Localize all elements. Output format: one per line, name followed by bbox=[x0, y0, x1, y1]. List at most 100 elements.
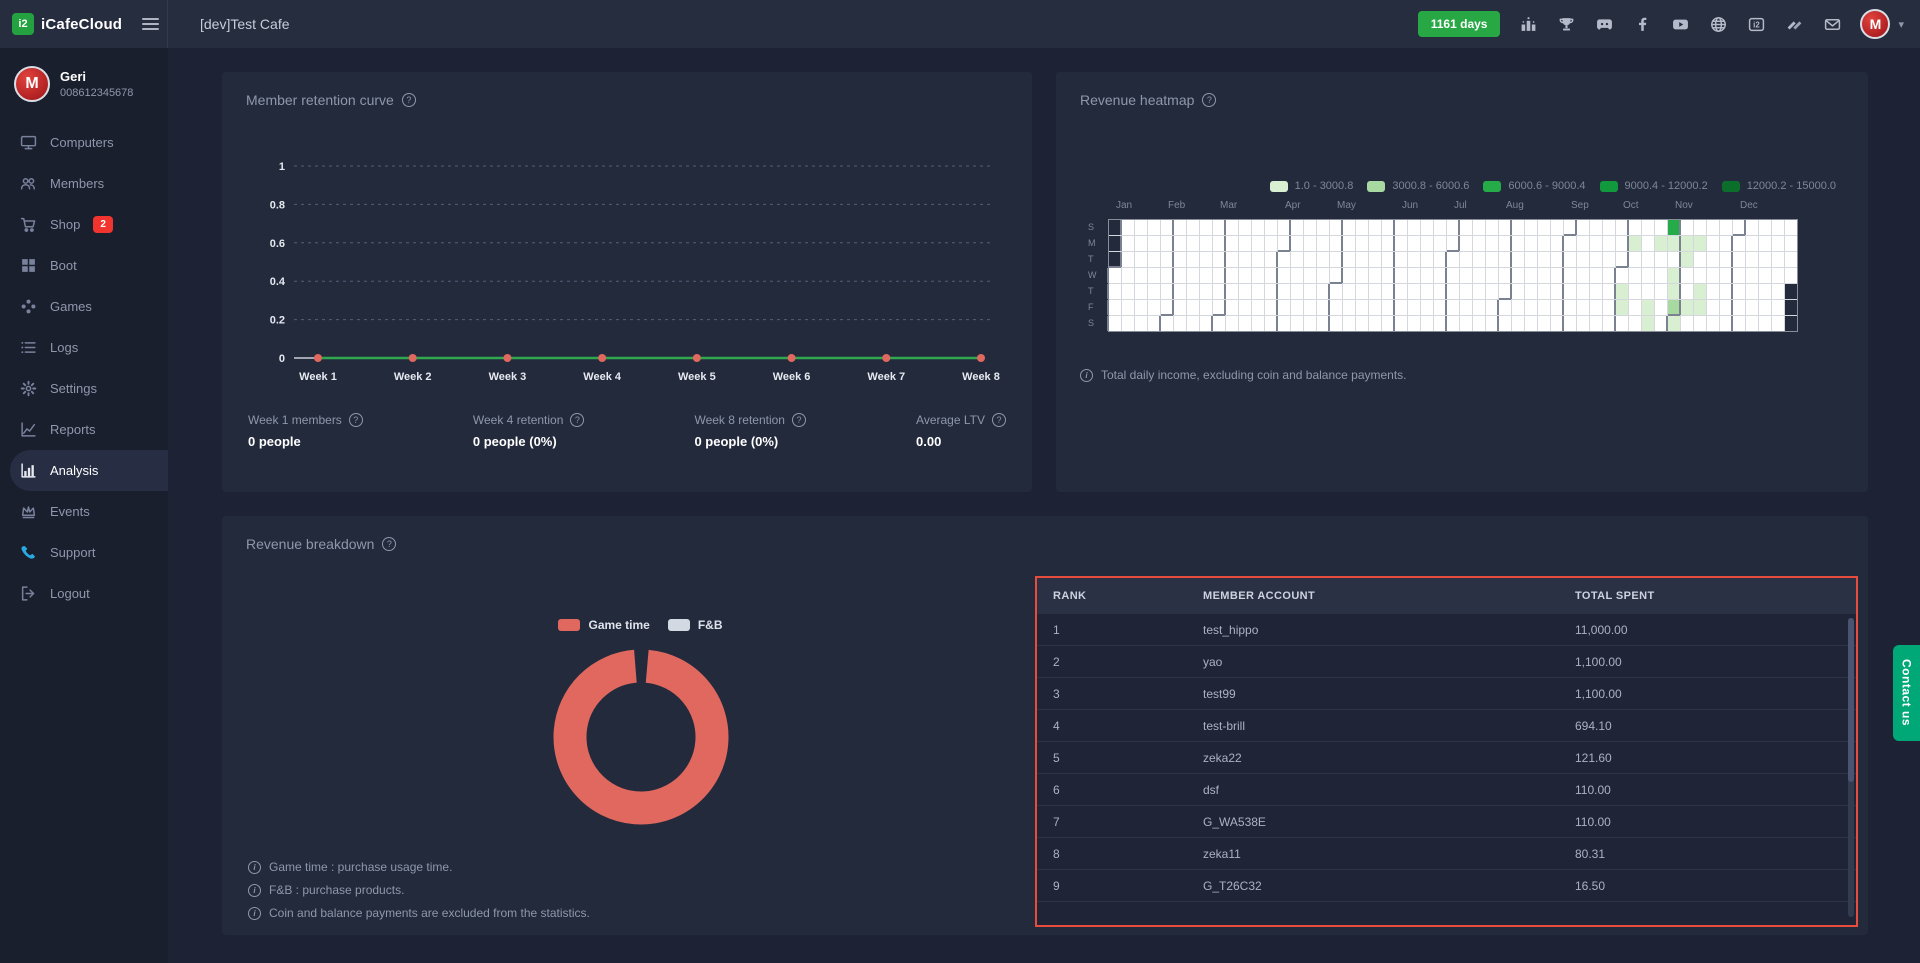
heatmap-cell[interactable] bbox=[1187, 252, 1199, 267]
heatmap-cell[interactable] bbox=[1733, 316, 1745, 331]
sidebar-item-support[interactable]: Support bbox=[0, 532, 168, 573]
heatmap-cell[interactable] bbox=[1421, 300, 1433, 315]
heatmap-cell[interactable] bbox=[1239, 316, 1251, 331]
heatmap-cell[interactable] bbox=[1473, 268, 1485, 283]
heatmap-cell[interactable] bbox=[1759, 300, 1771, 315]
heatmap-cell[interactable] bbox=[1239, 300, 1251, 315]
heatmap-cell[interactable] bbox=[1330, 316, 1342, 331]
heatmap-cell[interactable] bbox=[1603, 316, 1615, 331]
heatmap-cell[interactable] bbox=[1369, 284, 1381, 299]
heatmap-cell[interactable] bbox=[1278, 268, 1290, 283]
heatmap-cell[interactable] bbox=[1785, 252, 1797, 267]
heatmap-cell[interactable] bbox=[1603, 284, 1615, 299]
heatmap-cell[interactable] bbox=[1655, 316, 1667, 331]
heatmap-cell[interactable] bbox=[1226, 316, 1238, 331]
heatmap-cell[interactable] bbox=[1759, 284, 1771, 299]
heatmap-cell[interactable] bbox=[1577, 252, 1589, 267]
heatmap-cell[interactable] bbox=[1291, 316, 1303, 331]
heatmap-cell[interactable] bbox=[1109, 284, 1121, 299]
heatmap-cell[interactable] bbox=[1681, 220, 1693, 235]
heatmap-cell[interactable] bbox=[1265, 300, 1277, 315]
heatmap-cell[interactable] bbox=[1590, 220, 1602, 235]
heatmap-cell[interactable] bbox=[1395, 236, 1407, 251]
heatmap-cell[interactable] bbox=[1148, 236, 1160, 251]
heatmap-cell[interactable] bbox=[1525, 220, 1537, 235]
heatmap-cell[interactable] bbox=[1265, 220, 1277, 235]
heatmap-cell[interactable] bbox=[1174, 252, 1186, 267]
heatmap-cell[interactable] bbox=[1213, 300, 1225, 315]
heatmap-cell[interactable] bbox=[1655, 284, 1667, 299]
heatmap-cell[interactable] bbox=[1564, 316, 1576, 331]
heatmap-cell[interactable] bbox=[1759, 268, 1771, 283]
heatmap-cell[interactable] bbox=[1434, 220, 1446, 235]
heatmap-cell[interactable] bbox=[1304, 268, 1316, 283]
heatmap-cell[interactable] bbox=[1733, 268, 1745, 283]
heatmap-cell[interactable] bbox=[1681, 284, 1693, 299]
discord-icon[interactable] bbox=[1592, 12, 1616, 36]
heatmap-cell[interactable] bbox=[1460, 316, 1472, 331]
heatmap-cell[interactable] bbox=[1304, 252, 1316, 267]
heatmap-cell[interactable] bbox=[1551, 220, 1563, 235]
heatmap-cell[interactable] bbox=[1720, 236, 1732, 251]
heatmap-cell[interactable] bbox=[1486, 236, 1498, 251]
heatmap-cell[interactable] bbox=[1460, 300, 1472, 315]
heatmap-cell[interactable] bbox=[1603, 220, 1615, 235]
heatmap-cell[interactable] bbox=[1512, 268, 1524, 283]
heatmap-cell[interactable] bbox=[1291, 284, 1303, 299]
heatmap-cell[interactable] bbox=[1356, 284, 1368, 299]
heatmap-cell[interactable] bbox=[1746, 316, 1758, 331]
heatmap-cell[interactable] bbox=[1330, 236, 1342, 251]
heatmap-cell[interactable] bbox=[1174, 284, 1186, 299]
heatmap-cell[interactable] bbox=[1252, 284, 1264, 299]
heatmap-cell[interactable] bbox=[1447, 236, 1459, 251]
heatmap-cell[interactable] bbox=[1642, 252, 1654, 267]
heatmap-cell[interactable] bbox=[1746, 300, 1758, 315]
heatmap-cell[interactable] bbox=[1564, 236, 1576, 251]
heatmap-cell[interactable] bbox=[1395, 300, 1407, 315]
heatmap-cell[interactable] bbox=[1395, 268, 1407, 283]
heatmap-cell[interactable] bbox=[1668, 284, 1680, 299]
heatmap-cell[interactable] bbox=[1668, 236, 1680, 251]
heatmap-cell[interactable] bbox=[1642, 220, 1654, 235]
heatmap-cell[interactable] bbox=[1512, 284, 1524, 299]
stat-help-icon[interactable]: ? bbox=[991, 413, 1006, 427]
heatmap-cell[interactable] bbox=[1629, 252, 1641, 267]
sidebar-item-events[interactable]: Events bbox=[0, 491, 168, 532]
heatmap-cell[interactable] bbox=[1551, 316, 1563, 331]
heatmap-cell[interactable] bbox=[1694, 316, 1706, 331]
heatmap-cell[interactable] bbox=[1759, 220, 1771, 235]
heatmap-cell[interactable] bbox=[1655, 252, 1667, 267]
heatmap-cell[interactable] bbox=[1629, 300, 1641, 315]
heatmap-cell[interactable] bbox=[1577, 236, 1589, 251]
heatmap-cell[interactable] bbox=[1746, 284, 1758, 299]
heatmap-cell[interactable] bbox=[1304, 300, 1316, 315]
heatmap-cell[interactable] bbox=[1655, 236, 1667, 251]
heatmap-cell[interactable] bbox=[1564, 220, 1576, 235]
heatmap-cell[interactable] bbox=[1343, 300, 1355, 315]
heatmap-cell[interactable] bbox=[1382, 300, 1394, 315]
heatmap-cell[interactable] bbox=[1707, 316, 1719, 331]
heatmap-cell[interactable] bbox=[1668, 316, 1680, 331]
heatmap-cell[interactable] bbox=[1239, 268, 1251, 283]
heatmap-cell[interactable] bbox=[1109, 300, 1121, 315]
heatmap-cell[interactable] bbox=[1434, 252, 1446, 267]
heatmap-cell[interactable] bbox=[1122, 220, 1134, 235]
heatmap-cell[interactable] bbox=[1473, 300, 1485, 315]
heatmap-cell[interactable] bbox=[1239, 236, 1251, 251]
contact-us-button[interactable]: Contact us bbox=[1893, 645, 1920, 741]
heatmap-cell[interactable] bbox=[1252, 252, 1264, 267]
heatmap-cell[interactable] bbox=[1291, 252, 1303, 267]
heatmap-cell[interactable] bbox=[1174, 220, 1186, 235]
heatmap-cell[interactable] bbox=[1330, 268, 1342, 283]
heatmap-cell[interactable] bbox=[1590, 300, 1602, 315]
heatmap-cell[interactable] bbox=[1564, 300, 1576, 315]
heatmap-cell[interactable] bbox=[1135, 220, 1147, 235]
heatmap-cell[interactable] bbox=[1603, 300, 1615, 315]
heatmap-cell[interactable] bbox=[1642, 316, 1654, 331]
heatmap-cell[interactable] bbox=[1642, 236, 1654, 251]
heatmap-cell[interactable] bbox=[1135, 236, 1147, 251]
heatmap-cell[interactable] bbox=[1148, 316, 1160, 331]
user-avatar[interactable]: M bbox=[1860, 9, 1891, 39]
heatmap-cell[interactable] bbox=[1707, 300, 1719, 315]
heatmap-cell[interactable] bbox=[1382, 220, 1394, 235]
